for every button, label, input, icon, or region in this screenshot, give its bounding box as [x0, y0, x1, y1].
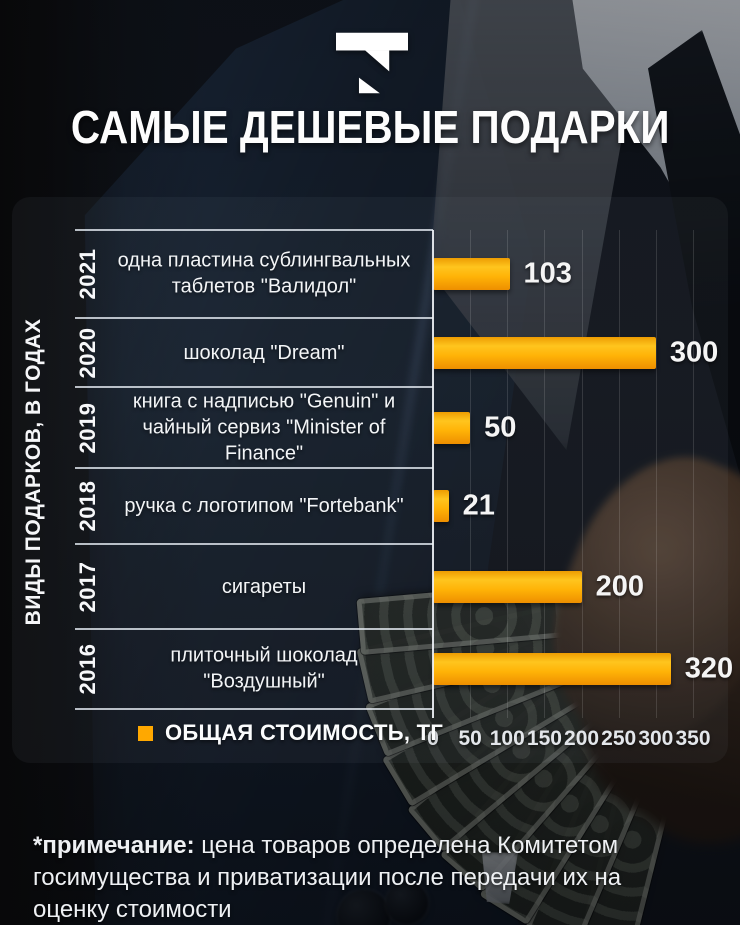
page-title: САМЫЕ ДЕШЕВЫЕ ПОДАРКИ [70, 101, 670, 153]
row-separator [75, 317, 433, 319]
value-bar [433, 411, 471, 444]
row-separator [75, 229, 433, 231]
x-tick-label: 250 [601, 727, 637, 750]
value-label: 320 [684, 652, 734, 685]
value-label: 21 [462, 489, 495, 522]
chart-legend: ОБЩАЯ СТОИМОСТЬ, ТГ [138, 720, 443, 746]
chart-row: 2018 ручка с логотипом "Fortebank" 21 [75, 467, 725, 544]
row-year: 2016 [75, 643, 100, 695]
footnote-text: цена товаров определена Комитетом госиму… [33, 832, 622, 923]
tengrinews-logo-icon [336, 32, 408, 94]
value-bar [433, 258, 510, 290]
y-axis-label: ВИДЫ ПОДАРКОВ, В ГОДАХ [22, 318, 45, 626]
row-year: 2019 [75, 402, 100, 453]
row-separator [75, 543, 433, 545]
row-year: 2018 [75, 480, 100, 532]
value-label: 300 [669, 336, 719, 368]
row-year: 2020 [75, 327, 100, 378]
row-year: 2021 [75, 248, 100, 300]
chart-row: 2020 шоколад "Dream" 300 [75, 317, 725, 387]
gift-label: ручка с логотипом "Fortebank" [124, 494, 404, 517]
zero-axis-line [432, 230, 434, 718]
bar-chart: 2021 одна пластина сублингвальных таблето… [75, 229, 733, 750]
chart-row: 2021 одна пластина сублингвальных таблето… [75, 229, 725, 318]
value-label: 50 [484, 411, 517, 443]
value-bar [433, 570, 582, 603]
value-label: 103 [523, 257, 572, 290]
x-tick-label: 200 [564, 727, 600, 750]
row-separator [75, 708, 433, 710]
value-label: 200 [595, 570, 644, 602]
gift-label: плиточный шоколад "Воздушный" [170, 644, 358, 693]
row-separator [75, 386, 433, 388]
row-separator [75, 628, 433, 630]
value-bar [433, 490, 449, 522]
value-bar [433, 653, 671, 685]
gift-label: одна пластина сублингвальных таблетов "В… [117, 249, 411, 298]
x-tick-label: 50 [458, 727, 482, 750]
legend-label: ОБЩАЯ СТОИМОСТЬ, ТГ [165, 720, 444, 745]
chart-row: 2019 книга с надписью "Genuin" и чайный с… [75, 386, 725, 468]
gift-label: сигареты [221, 575, 307, 598]
gift-label: книга с надписью "Genuin" и чайный серви… [132, 389, 396, 465]
footnote: *примечание: цена товаров определена Ком… [33, 830, 681, 925]
row-separator [75, 467, 433, 469]
x-axis: 0 50 100 150 200 250 300 350 [75, 727, 725, 757]
value-bar [433, 336, 656, 369]
footnote-prefix: *примечание: [33, 832, 195, 859]
x-tick-label: 0 [427, 727, 439, 750]
legend-swatch-icon [138, 725, 153, 741]
row-year: 2017 [75, 561, 100, 612]
x-tick-label: 150 [526, 727, 562, 750]
chart-row: 2016 плиточный шоколад "Воздушный" 320 [75, 628, 733, 710]
x-tick-label: 350 [675, 727, 711, 750]
chart-row: 2017 сигареты 200 [75, 543, 725, 629]
x-tick-label: 300 [638, 727, 674, 750]
gift-label: шоколад "Dream" [183, 341, 345, 364]
x-tick-label: 100 [489, 727, 525, 750]
